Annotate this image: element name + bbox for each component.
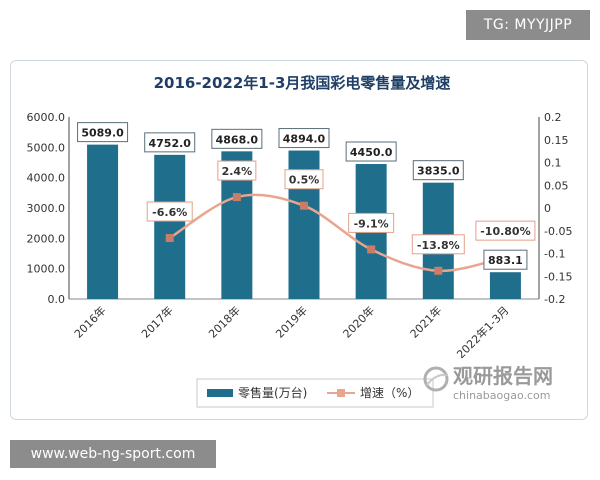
legend-line-marker bbox=[337, 389, 345, 397]
growth-label-box bbox=[217, 160, 257, 181]
bar-value-label: 3835.0 bbox=[417, 165, 460, 178]
logo-name: 观研报告网 bbox=[453, 364, 553, 388]
growth-marker bbox=[232, 193, 241, 202]
bar-label-box bbox=[412, 160, 464, 181]
logo-icon-swoosh bbox=[426, 373, 449, 386]
growth-value-label: 2.4% bbox=[222, 165, 253, 178]
growth-label-box bbox=[411, 234, 465, 255]
left-tick-label: 0.0 bbox=[48, 293, 66, 306]
chart-svg: 2016-2022年1-3月我国彩电零售量及增速 0.0 1000.0 2000.0… bbox=[27, 74, 572, 408]
left-tick-label: 5000.0 bbox=[27, 141, 66, 154]
data-labels-group: 5089.0 4752.0 4868.0 4894.0 4450.0 3835.0 883.… bbox=[77, 122, 536, 270]
left-tick-label: 4000.0 bbox=[27, 172, 66, 185]
x-tick-label: 2020年 bbox=[340, 303, 377, 340]
x-tick-label: 2022年1-3月 bbox=[454, 303, 512, 361]
watermark-tag-top: TG: MYYJJPP bbox=[466, 10, 590, 40]
left-tick-label: 2000.0 bbox=[27, 232, 66, 245]
growth-label-box bbox=[475, 220, 536, 241]
legend-box bbox=[196, 378, 434, 408]
bar-value-label: 4868.0 bbox=[216, 133, 259, 146]
logo-icon bbox=[423, 366, 449, 392]
growth-label-box bbox=[146, 201, 193, 222]
growth-marker bbox=[165, 234, 174, 243]
left-tick-label: 3000.0 bbox=[27, 202, 66, 215]
x-tick-label: 2018年 bbox=[206, 303, 243, 340]
right-tick-label: 0.05 bbox=[544, 179, 569, 192]
right-tick-label: -0.2 bbox=[544, 293, 565, 306]
right-tick-label: 0 bbox=[544, 202, 551, 215]
growth-line bbox=[169, 193, 506, 273]
growth-value-label: -6.6% bbox=[152, 206, 187, 219]
growth-value-label: -10.80% bbox=[480, 225, 530, 238]
x-tick-label: 2017年 bbox=[138, 303, 175, 340]
bar-label-box bbox=[144, 132, 196, 153]
right-tick-label: 0.2 bbox=[544, 111, 562, 124]
bar bbox=[87, 144, 119, 299]
legend-bar-swatch bbox=[207, 389, 233, 397]
watermark-tag-bottom: www.web-ng-sport.com bbox=[10, 440, 216, 468]
right-tick-label: -0.15 bbox=[544, 270, 572, 283]
chart-title: 2016-2022年1-3月我国彩电零售量及增速 bbox=[154, 74, 451, 92]
growth-marker bbox=[367, 245, 376, 254]
growth-value-label: -9.1% bbox=[354, 217, 389, 230]
bar bbox=[154, 154, 186, 299]
bar-label-box bbox=[483, 249, 528, 270]
bar-value-label: 4894.0 bbox=[283, 133, 326, 146]
bar-value-label: 4450.0 bbox=[350, 146, 393, 159]
bar-label-box bbox=[345, 141, 397, 162]
left-tick-label: 1000.0 bbox=[27, 263, 66, 276]
growth-line-group bbox=[165, 193, 510, 275]
bar-label-box bbox=[278, 128, 330, 149]
chart-frame: 2016-2022年1-3月我国彩电零售量及增速 0.0 1000.0 2000.0… bbox=[10, 60, 588, 420]
right-tick-label: -0.1 bbox=[544, 248, 565, 261]
x-tick-label: 2019年 bbox=[273, 303, 310, 340]
bar-label-box bbox=[211, 128, 263, 149]
right-tick-label: 0.15 bbox=[544, 134, 569, 147]
bar-label-box bbox=[77, 122, 129, 143]
x-tick-label: 2016年 bbox=[71, 303, 108, 340]
growth-marker bbox=[300, 201, 308, 210]
bar bbox=[489, 272, 521, 299]
bar-value-label: 5089.0 bbox=[81, 127, 124, 140]
left-tick-label: 6000.0 bbox=[27, 111, 66, 124]
bar-value-label: 883.1 bbox=[488, 254, 523, 267]
growth-value-label: -13.8% bbox=[417, 239, 460, 252]
legend-bar-label: 零售量(万台) bbox=[238, 385, 307, 400]
right-tick-label: -0.05 bbox=[544, 225, 572, 238]
logo-url: chinabaogao.com bbox=[453, 389, 551, 402]
growth-value-label: 0.5% bbox=[289, 174, 320, 187]
bar-value-label: 4752.0 bbox=[148, 137, 191, 150]
growth-label-box bbox=[348, 212, 395, 233]
x-tick-label: 2021年 bbox=[407, 303, 444, 340]
growth-marker bbox=[434, 266, 443, 275]
legend-line-label: 增速（%） bbox=[360, 386, 419, 400]
logo: 观研报告网 chinabaogao.com bbox=[423, 364, 553, 402]
right-tick-label: 0.1 bbox=[544, 157, 562, 170]
legend: 零售量(万台) 增速（%） bbox=[196, 378, 434, 408]
growth-label-box bbox=[284, 169, 324, 190]
